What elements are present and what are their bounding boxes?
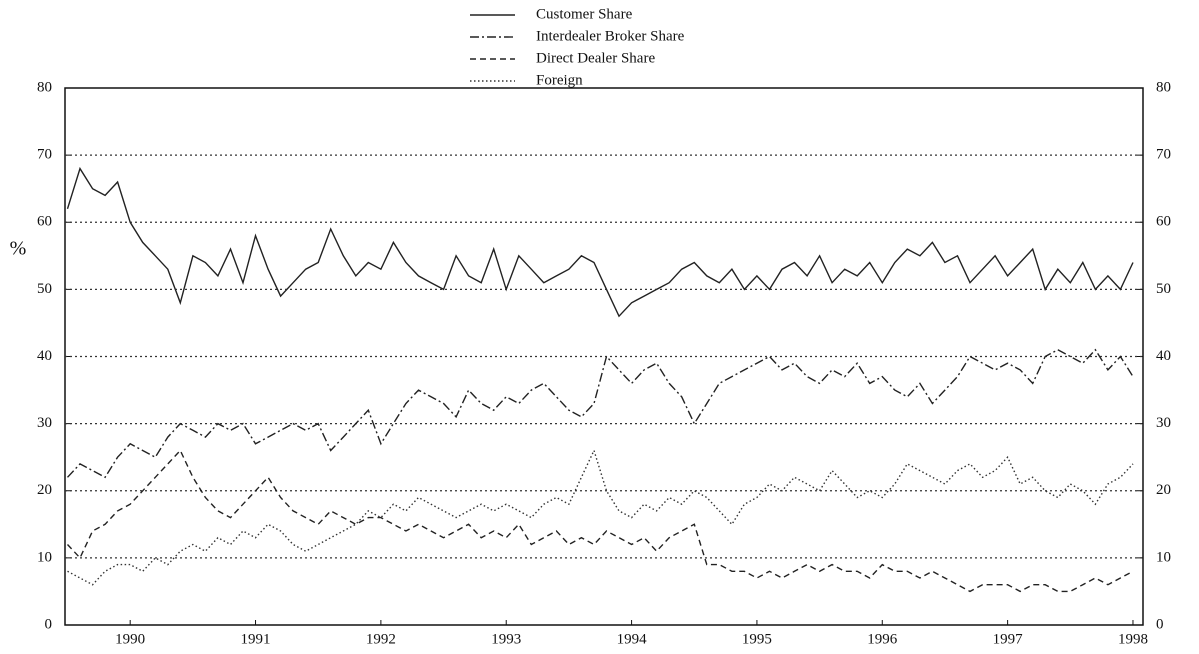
x-tick-label: 1997 <box>993 631 1024 647</box>
y-tick-label: 20 <box>37 482 52 498</box>
legend-label: Interdealer Broker Share <box>536 28 685 44</box>
legend-label: Direct Dealer Share <box>536 50 655 66</box>
y-tick-label: 10 <box>37 549 52 565</box>
y2-tick-label: 20 <box>1156 482 1171 498</box>
series-line <box>66 348 1134 479</box>
y-tick-label: 60 <box>37 214 52 230</box>
x-tick-label: 1993 <box>491 631 521 647</box>
y-tick-label: 40 <box>37 348 52 364</box>
x-tick-label: 1991 <box>241 631 271 647</box>
x-tick-label: 1998 <box>1118 631 1148 647</box>
x-tick-label: 1994 <box>617 631 648 647</box>
series-line <box>66 449 1134 593</box>
y-tick-label: 70 <box>37 147 52 163</box>
x-tick-label: 1990 <box>115 631 145 647</box>
x-tick-label: 1996 <box>867 631 898 647</box>
x-tick-label: 1992 <box>366 631 396 647</box>
y2-tick-label: 30 <box>1156 415 1171 431</box>
y-tick-label: 30 <box>37 415 52 431</box>
y2-tick-label: 50 <box>1156 281 1171 297</box>
y-tick-label: 0 <box>45 616 53 632</box>
series-line <box>66 166 1134 318</box>
legend-label: Customer Share <box>536 6 633 22</box>
series-line <box>67 448 1134 586</box>
y-axis-label: % <box>10 238 27 260</box>
x-tick-label: 1995 <box>742 631 772 647</box>
y2-tick-label: 40 <box>1156 348 1171 364</box>
legend-label: Foreign <box>536 72 583 88</box>
y2-tick-label: 0 <box>1156 616 1164 632</box>
y2-tick-label: 70 <box>1156 147 1171 163</box>
y-tick-label: 80 <box>37 79 52 95</box>
y2-tick-label: 10 <box>1156 549 1171 565</box>
y2-tick-label: 80 <box>1156 79 1171 95</box>
y2-tick-label: 60 <box>1156 214 1171 230</box>
y-tick-label: 50 <box>37 281 52 297</box>
